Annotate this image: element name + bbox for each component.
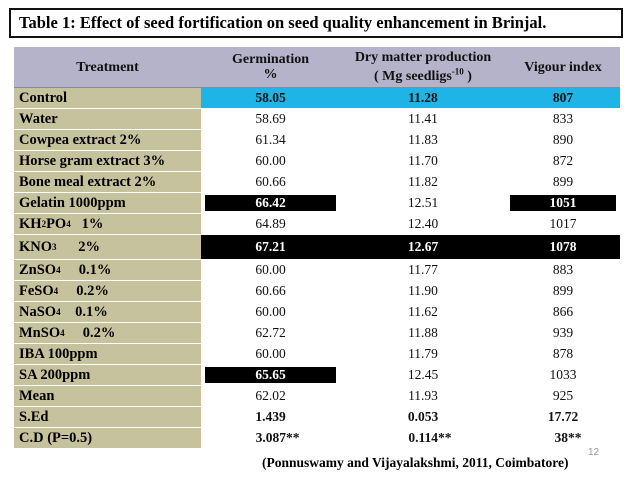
vigour-value: 1017 xyxy=(506,214,620,234)
germination-value: 3.087** xyxy=(201,428,340,448)
vigour-value: 807 xyxy=(506,88,620,108)
table-row: C.D (P=0.5) 3.087** 0.114** 38** xyxy=(14,428,620,449)
header-treatment: Treatment xyxy=(76,59,139,75)
germination-value: 62.02 xyxy=(201,386,340,406)
treatment-name: KH 2 PO 4 1% xyxy=(14,214,201,234)
dry-matter-value: 11.28 xyxy=(340,88,506,108)
germination-value: 60.00 xyxy=(201,302,340,322)
germination-value: 65.65 xyxy=(205,367,336,383)
treatment-name: Cowpea extract 2% xyxy=(14,130,201,150)
treatment-name: Water xyxy=(14,109,201,129)
treatment-name: Bone meal extract 2% xyxy=(14,172,201,192)
source-citation: (Ponnuswamy and Vijayalakshmi, 2011, Coi… xyxy=(262,455,569,470)
header-dry-line2: ( Mg seedligs-10 ) xyxy=(374,66,472,85)
vigour-value: 925 xyxy=(506,386,620,406)
vigour-value: 1051 xyxy=(510,195,616,211)
header-dry-matter: Dry matter production( Mg seedligs-10 ) xyxy=(340,47,506,87)
dry-matter-value: 12.40 xyxy=(340,214,506,234)
vigour-value: 883 xyxy=(506,260,620,280)
germination-value: 60.00 xyxy=(201,151,340,171)
germination-value: 1.439 xyxy=(201,407,340,427)
treatment-name: Gelatin 1000ppm xyxy=(14,193,201,213)
dry-matter-value: 12.45 xyxy=(340,365,506,385)
table-row: SA 200ppm 65.65 12.45 1033 xyxy=(14,365,620,386)
treatment-name: IBA 100ppm xyxy=(14,344,201,364)
table-row: FeSO 4 0.2% 60.66 11.90 899 xyxy=(14,281,620,302)
dry-matter-value: 11.77 xyxy=(340,260,506,280)
dry-matter-value: 12.67 xyxy=(340,235,506,259)
dry-matter-value: 11.82 xyxy=(340,172,506,192)
table-row: Water 58.69 11.41 833 xyxy=(14,109,620,130)
treatment-name: S.Ed xyxy=(14,407,201,427)
dry-matter-value: 0.053 xyxy=(340,407,506,427)
treatment-name: ZnSO 4 0.1% xyxy=(14,260,201,280)
dry-matter-value: 11.62 xyxy=(340,302,506,322)
page-number: 12 xyxy=(588,447,600,458)
header-vigour: Vigour index xyxy=(524,59,602,75)
treatment-name: NaSO 4 0.1% xyxy=(14,302,201,322)
table-row: Horse gram extract 3% 60.00 11.70 872 xyxy=(14,151,620,172)
dry-matter-value: 11.93 xyxy=(340,386,506,406)
germination-value: 67.21 xyxy=(201,235,340,259)
vigour-value: 866 xyxy=(506,302,620,322)
table-row: S.Ed 1.439 0.053 17.72 xyxy=(14,407,620,428)
dry-matter-value: 11.88 xyxy=(340,323,506,343)
vigour-value: 872 xyxy=(506,151,620,171)
dry-matter-value: 11.90 xyxy=(340,281,506,301)
treatment-name: FeSO 4 0.2% xyxy=(14,281,201,301)
dry-matter-value: 11.79 xyxy=(340,344,506,364)
germination-value: 61.34 xyxy=(201,130,340,150)
data-table: Treatment Germination% Dry matter produc… xyxy=(14,47,620,449)
table-row: Control 58.05 11.28 807 xyxy=(14,88,620,109)
vigour-value: 939 xyxy=(506,323,620,343)
dry-matter-value: 11.83 xyxy=(340,130,506,150)
dry-matter-value: 11.41 xyxy=(340,109,506,129)
header-germination-line1: Germination xyxy=(232,52,309,67)
table-row: Cowpea extract 2% 61.34 11.83 890 xyxy=(14,130,620,151)
table-row: Mean 62.02 11.93 925 xyxy=(14,386,620,407)
germination-value: 64.89 xyxy=(201,214,340,234)
table-title: Table 1: Effect of seed fortification on… xyxy=(9,8,623,38)
treatment-name: SA 200ppm xyxy=(14,365,201,385)
table-row: KH 2 PO 4 1% 64.89 12.40 1017 xyxy=(14,214,620,235)
treatment-name: Horse gram extract 3% xyxy=(14,151,201,171)
germination-value: 60.00 xyxy=(201,344,340,364)
table-row: IBA 100ppm 60.00 11.79 878 xyxy=(14,344,620,365)
treatment-name: Control xyxy=(14,88,201,108)
germination-value: 58.69 xyxy=(201,109,340,129)
vigour-value: 833 xyxy=(506,109,620,129)
vigour-value: 1033 xyxy=(506,365,620,385)
germination-value: 62.72 xyxy=(201,323,340,343)
header-germination: Germination% xyxy=(201,47,340,87)
vigour-value: 17.72 xyxy=(506,407,620,427)
germination-value: 60.66 xyxy=(201,172,340,192)
vigour-value: 1078 xyxy=(506,235,620,259)
vigour-value: 899 xyxy=(506,172,620,192)
dry-matter-value: 11.70 xyxy=(340,151,506,171)
vigour-value: 899 xyxy=(506,281,620,301)
germination-value: 60.00 xyxy=(201,260,340,280)
table-header-row: Treatment Germination% Dry matter produc… xyxy=(14,47,620,88)
table-row: MnSO 4 0.2% 62.72 11.88 939 xyxy=(14,323,620,344)
header-dry-line1: Dry matter production xyxy=(354,49,492,65)
table-row: KNO 3 2% 67.21 12.67 1078 xyxy=(14,235,620,260)
table-row: ZnSO 4 0.1% 60.00 11.77 883 xyxy=(14,260,620,281)
vigour-value: 878 xyxy=(506,344,620,364)
table-row: NaSO 4 0.1% 60.00 11.62 866 xyxy=(14,302,620,323)
germination-value: 58.05 xyxy=(201,88,340,108)
germination-value: 60.66 xyxy=(201,281,340,301)
table-row: Bone meal extract 2% 60.66 11.82 899 xyxy=(14,172,620,193)
treatment-name: C.D (P=0.5) xyxy=(14,428,201,448)
dry-matter-value: 12.51 xyxy=(340,193,506,213)
header-germination-line2: % xyxy=(263,67,278,82)
treatment-name: KNO 3 2% xyxy=(14,235,201,259)
vigour-value: 890 xyxy=(506,130,620,150)
treatment-name: Mean xyxy=(14,386,201,406)
dry-matter-value: 0.114** xyxy=(340,428,506,448)
treatment-name: MnSO 4 0.2% xyxy=(14,323,201,343)
vigour-value: 38** xyxy=(506,428,620,448)
table-row: Gelatin 1000ppm 66.42 12.51 1051 xyxy=(14,193,620,214)
germination-value: 66.42 xyxy=(205,195,336,211)
